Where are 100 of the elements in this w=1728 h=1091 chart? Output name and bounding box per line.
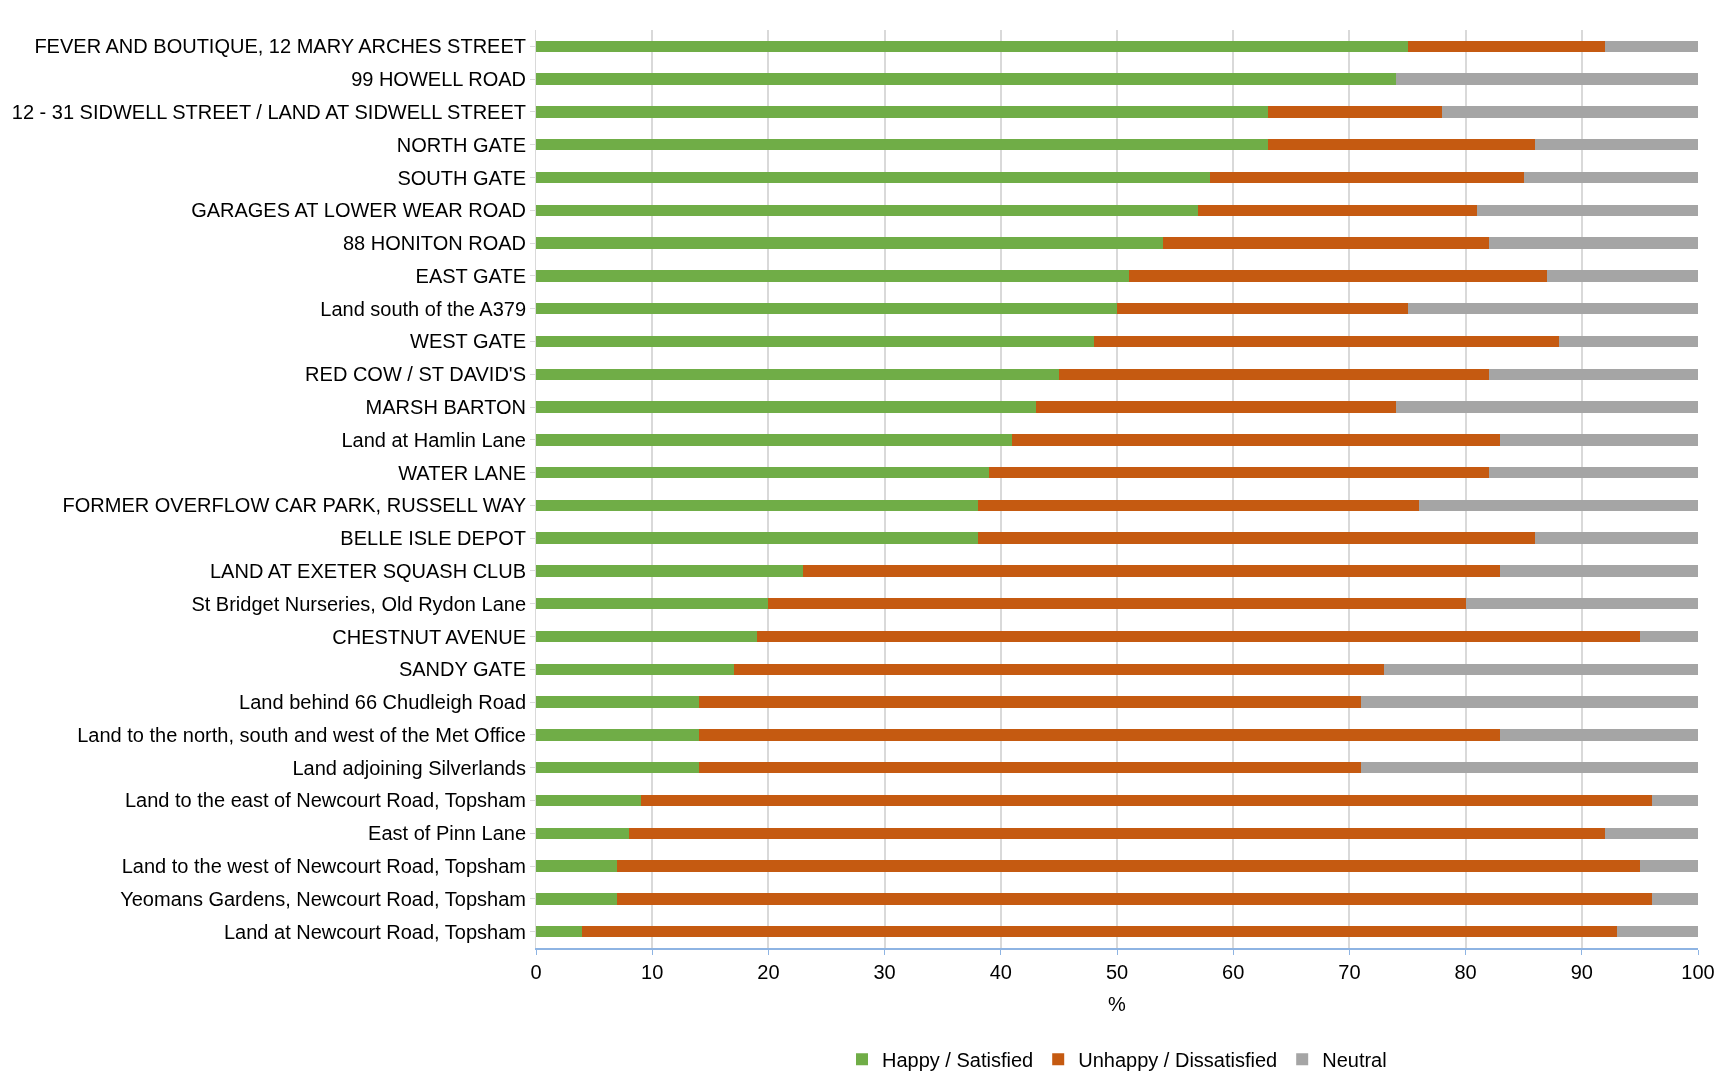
y-tick-label: Land to the north, south and west of the Met Office (77, 723, 526, 746)
bar (536, 761, 699, 774)
x-axis-title: % (1108, 992, 1127, 1015)
bar (977, 532, 1536, 544)
bar (1535, 532, 1698, 544)
bar (1407, 302, 1698, 315)
bar (536, 925, 583, 938)
y-tick-label: Land at Hamlin Lane (341, 428, 526, 451)
bar (1035, 401, 1396, 413)
y-tick-label: Land adjoining Silverlands (292, 756, 526, 779)
bar (536, 237, 1164, 249)
bar (536, 598, 769, 610)
bar (698, 729, 1501, 741)
bar (536, 434, 1013, 446)
bar (536, 401, 1036, 413)
bar (1500, 434, 1698, 446)
bar (536, 204, 1199, 217)
bar (1523, 171, 1698, 184)
y-tick-label: WATER LANE (398, 461, 526, 484)
bar (989, 466, 1489, 479)
legend-label: Happy / Satisfied (882, 1049, 1034, 1072)
x-tick-label: 10 (641, 960, 664, 983)
bar (698, 696, 1362, 708)
bar (536, 696, 699, 708)
bar (1651, 794, 1698, 807)
x-tick-label: 40 (989, 960, 1012, 983)
x-tick-label: 100 (1681, 960, 1715, 983)
bar (536, 565, 804, 577)
bar (1012, 434, 1501, 446)
bar (1128, 270, 1547, 282)
bar (1535, 139, 1698, 151)
y-tick-label: St Bridget Nurseries, Old Rydon Lane (191, 592, 526, 615)
y-tick-label: 12 - 31 SIDWELL STREET / LAND AT SIDWELL STREET (11, 100, 526, 123)
y-tick-label: Land at Newcourt Road, Topsham (223, 920, 526, 943)
y-tick-label: LAND AT EXETER SQUASH CLUB (209, 559, 526, 582)
bar (536, 73, 1396, 85)
bar (617, 893, 1652, 905)
bar (536, 270, 1129, 282)
bar (1198, 204, 1478, 217)
bar (640, 794, 1652, 807)
bar (1500, 729, 1698, 741)
bar (536, 335, 1094, 348)
bar (536, 729, 699, 741)
bar (1477, 204, 1698, 217)
y-tick-label: RED COW / ST DAVID'S (305, 363, 526, 386)
y-tick-label: MARSH BARTON (365, 396, 526, 419)
bar (628, 827, 1606, 839)
bar (1500, 565, 1698, 577)
bar (1651, 893, 1698, 905)
bar (756, 630, 1640, 643)
bar (768, 598, 1466, 610)
bar (1639, 630, 1698, 643)
y-tick-label: WEST GATE (410, 330, 526, 353)
bar (536, 40, 1408, 53)
bar (536, 827, 629, 839)
y-tick-label: 99 HOWELL ROAD (351, 68, 526, 91)
bar (617, 860, 1640, 872)
x-tick-label: 80 (1454, 960, 1477, 983)
bar (536, 171, 1210, 184)
bar (1442, 106, 1698, 118)
bar (536, 499, 978, 512)
bar (1268, 106, 1443, 118)
legend-label: Neutral (1322, 1049, 1387, 1072)
x-tick-label: 90 (1570, 960, 1593, 983)
bar (536, 302, 1117, 315)
y-tick-label: Land south of the A379 (320, 297, 526, 320)
bar (1639, 860, 1698, 872)
bar (536, 794, 641, 807)
y-tick-label: Land to the east of Newcourt Road, Topsham (125, 789, 526, 812)
bar (1558, 335, 1698, 348)
bar (1605, 40, 1698, 53)
y-tick-label: Yeomans Gardens, Newcourt Road, Topsham (120, 887, 526, 910)
bar (1407, 40, 1606, 53)
bar (733, 663, 1385, 676)
bar (536, 466, 990, 479)
bar (536, 106, 1269, 118)
bar (698, 761, 1362, 774)
bar (1605, 827, 1698, 839)
y-tick-label: East of Pinn Lane (368, 822, 526, 845)
y-tick-label: Land to the west of Newcourt Road, Topsham (121, 855, 526, 878)
bar (1395, 401, 1698, 413)
bar (1163, 237, 1489, 249)
y-tick-label: EAST GATE (415, 264, 526, 287)
x-tick-label: 30 (873, 960, 896, 983)
bar (536, 893, 618, 905)
y-tick-label: FEVER AND BOUTIQUE, 12 MARY ARCHES STREET (34, 35, 526, 58)
bar (1093, 335, 1559, 348)
bar (1361, 696, 1698, 708)
x-tick-label: 50 (1105, 960, 1129, 983)
y-tick-label: BELLE ISLE DEPOT (340, 527, 526, 550)
y-tick-label: Land behind 66 Chudleigh Road (239, 691, 526, 714)
bar (582, 925, 1617, 938)
x-tick-label: 20 (757, 960, 780, 983)
bar (977, 499, 1420, 512)
bar (1488, 466, 1698, 479)
legend-label: Unhappy / Dissatisfied (1078, 1049, 1278, 1072)
y-tick-label: 88 HONITON ROAD (343, 232, 526, 255)
x-tick-label: 0 (530, 960, 542, 983)
bar (1058, 368, 1489, 380)
bar (1268, 139, 1536, 151)
